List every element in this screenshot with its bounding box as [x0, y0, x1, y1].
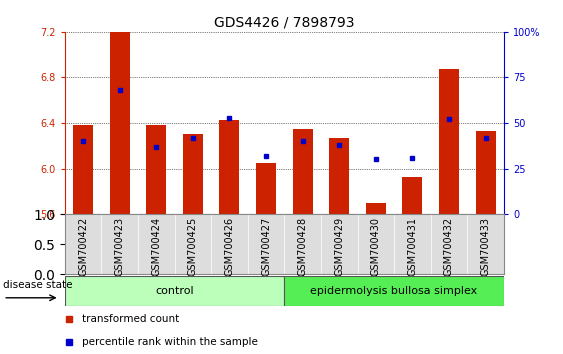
Text: GSM700422: GSM700422	[78, 217, 88, 276]
Bar	[439, 69, 459, 214]
Text: disease state: disease state	[3, 280, 73, 290]
Text: GSM700426: GSM700426	[225, 217, 234, 276]
Bar	[146, 125, 166, 214]
Bar	[220, 120, 239, 214]
Text: transformed count: transformed count	[82, 314, 180, 324]
Text: GSM700433: GSM700433	[481, 217, 490, 276]
Text: GSM700429: GSM700429	[334, 217, 344, 276]
Bar	[329, 138, 349, 214]
Bar	[403, 177, 422, 214]
Text: epidermolysis bullosa simplex: epidermolysis bullosa simplex	[310, 286, 478, 296]
Text: control: control	[155, 286, 194, 296]
FancyBboxPatch shape	[284, 276, 504, 306]
Text: GSM700424: GSM700424	[151, 217, 161, 276]
Bar	[476, 131, 495, 214]
Bar	[256, 163, 276, 214]
Bar	[183, 135, 203, 214]
Text: GSM700428: GSM700428	[298, 217, 307, 276]
Bar	[73, 125, 93, 214]
FancyBboxPatch shape	[65, 276, 284, 306]
Bar	[110, 32, 129, 214]
Text: GSM700432: GSM700432	[444, 217, 454, 276]
Text: GSM700423: GSM700423	[115, 217, 124, 276]
Title: GDS4426 / 7898793: GDS4426 / 7898793	[214, 15, 355, 29]
Text: GSM700425: GSM700425	[188, 217, 198, 276]
Bar	[293, 129, 312, 214]
Text: percentile rank within the sample: percentile rank within the sample	[82, 337, 258, 347]
Text: GSM700427: GSM700427	[261, 217, 271, 276]
Text: GSM700430: GSM700430	[371, 217, 381, 276]
Text: GSM700431: GSM700431	[408, 217, 417, 276]
Bar	[366, 203, 386, 214]
